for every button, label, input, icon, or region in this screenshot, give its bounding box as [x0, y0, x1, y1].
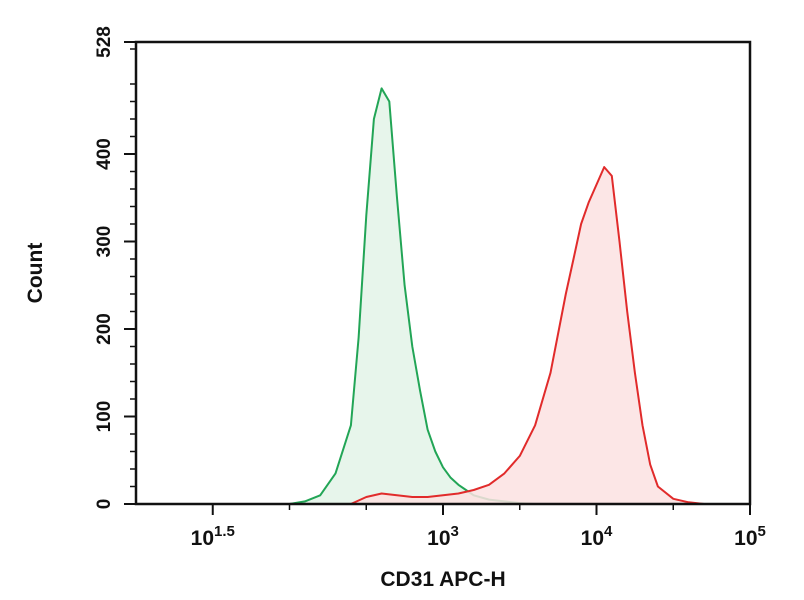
plot-frame: [134, 40, 752, 506]
y-axis-title: Count: [24, 243, 47, 304]
y-tick-label: 528: [94, 26, 115, 58]
y-tick-label: 0: [94, 499, 115, 510]
x-tick-label: 103: [427, 523, 459, 550]
x-tick-label: 105: [734, 523, 766, 550]
y-tick-label: 100: [94, 401, 115, 433]
x-axis-ticks: 101.5 103 104 105: [191, 504, 766, 550]
y-axis-ticks: 0 100 200 300 400 528: [94, 26, 136, 509]
x-tick-label: 101.5: [191, 523, 235, 550]
x-tick-label: 104: [581, 523, 613, 550]
y-tick-label: 400: [94, 138, 115, 170]
y-tick-label: 300: [94, 226, 115, 258]
x-axis-title: CD31 APC-H: [380, 568, 505, 591]
series-layer: [289, 87, 705, 505]
series-1-fill: [350, 167, 704, 504]
y-tick-label: 200: [94, 313, 115, 345]
series-1-line: [350, 166, 705, 505]
series-0-fill: [289, 88, 551, 505]
